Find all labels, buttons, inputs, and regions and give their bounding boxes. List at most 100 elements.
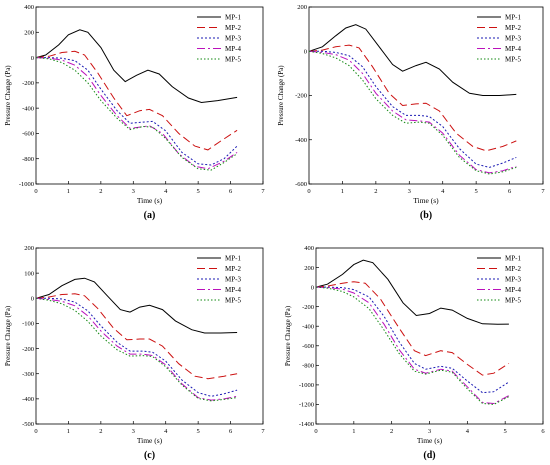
series-line-mp-2 bbox=[35, 293, 238, 380]
x-axis-label: Time (s) bbox=[137, 436, 163, 445]
x-tick-label: 0 bbox=[307, 188, 310, 195]
x-axis-label: Time (s) bbox=[417, 436, 443, 445]
y-axis-label: Pressure Change (Pa) bbox=[284, 305, 292, 366]
legend-label: MP-3 bbox=[505, 276, 521, 284]
legend-label: MP-5 bbox=[225, 297, 241, 305]
x-tick-label: 6 bbox=[229, 428, 233, 435]
legend-label: MP-5 bbox=[505, 297, 521, 305]
legend-label: MP-1 bbox=[225, 255, 241, 263]
y-tick-label: -200 bbox=[22, 80, 34, 87]
x-tick-label: 4 bbox=[164, 428, 168, 435]
y-tick-label: -200 bbox=[22, 346, 34, 353]
series-line-mp-3 bbox=[316, 286, 510, 394]
series-line-mp-2 bbox=[308, 44, 517, 152]
panel-label: (d) bbox=[423, 450, 435, 461]
x-tick-label: 0 bbox=[314, 428, 317, 435]
series-line-mp-1 bbox=[308, 24, 517, 96]
series-line-mp-2 bbox=[315, 281, 510, 376]
y-tick-label: 400 bbox=[304, 245, 314, 252]
x-tick-label: 3 bbox=[132, 428, 135, 435]
series-line-mp-5 bbox=[35, 297, 238, 402]
y-tick-label: -400 bbox=[302, 323, 314, 330]
y-tick-label: 0 bbox=[31, 295, 34, 302]
x-tick-label: 6 bbox=[229, 188, 233, 195]
x-tick-label: 6 bbox=[541, 428, 545, 435]
y-tick-label: -800 bbox=[22, 156, 34, 163]
y-tick-label: -100 bbox=[22, 321, 34, 328]
series-line-mp-3 bbox=[36, 57, 238, 166]
x-tick-label: 4 bbox=[441, 188, 445, 195]
legend: MP-1 MP-2 MP-3 MP-4 MP-5 bbox=[197, 255, 241, 305]
x-tick-label: 3 bbox=[132, 188, 135, 195]
legend-label: MP-3 bbox=[225, 276, 241, 284]
plot-frame bbox=[35, 6, 264, 185]
chart-panel-3: 0 1 2 3 4 5 6 -1400 -1200 -1000 -800 -600 -400 -200 0 2… bbox=[284, 245, 545, 461]
y-axis-label: Pressure Change (Pa) bbox=[4, 65, 12, 126]
series-line-mp-3 bbox=[36, 297, 238, 397]
legend-label: MP-3 bbox=[225, 35, 241, 43]
x-tick-label: 3 bbox=[428, 428, 431, 435]
series-line-mp-4 bbox=[35, 297, 238, 401]
plot-frame bbox=[35, 247, 264, 425]
y-tick-label: -600 bbox=[302, 343, 314, 350]
legend-label: MP-4 bbox=[505, 286, 521, 294]
x-tick-label: 7 bbox=[261, 188, 265, 195]
x-tick-label: 1 bbox=[341, 188, 344, 195]
chart-panel-2: 0 1 2 3 4 5 6 7 -500 -400 -300 -200 -100 0 100 200 Time … bbox=[4, 245, 265, 461]
series-line-mp-1 bbox=[315, 259, 509, 325]
x-tick-label: 4 bbox=[466, 428, 470, 435]
x-axis-label: Time (s) bbox=[137, 196, 163, 205]
x-axis-label: Time (s) bbox=[413, 196, 439, 205]
legend-label: MP-1 bbox=[505, 14, 521, 22]
plot-frame bbox=[315, 247, 544, 425]
y-tick-label: 0 bbox=[304, 48, 307, 55]
x-tick-label: 2 bbox=[99, 428, 102, 435]
x-tick-label: 4 bbox=[164, 188, 168, 195]
series-line-mp-5 bbox=[35, 57, 238, 171]
y-tick-label: 0 bbox=[31, 55, 34, 62]
series-line-mp-2 bbox=[35, 50, 238, 151]
y-tick-label: 200 bbox=[297, 4, 307, 11]
legend-label: MP-5 bbox=[225, 56, 241, 64]
y-tick-label: -600 bbox=[22, 131, 34, 138]
series-line-mp-3 bbox=[309, 50, 517, 168]
y-tick-label: 200 bbox=[24, 245, 34, 252]
x-tick-label: 0 bbox=[34, 428, 37, 435]
legend-label: MP-2 bbox=[225, 265, 241, 273]
legend-label: MP-4 bbox=[505, 45, 521, 53]
legend: MP-1 MP-2 MP-3 MP-4 MP-5 bbox=[477, 255, 521, 305]
y-tick-label: 200 bbox=[24, 29, 34, 36]
x-tick-label: 5 bbox=[475, 188, 478, 195]
y-axis-label: Pressure Change (Pa) bbox=[4, 305, 12, 366]
y-tick-label: -200 bbox=[295, 93, 307, 100]
y-tick-label: -400 bbox=[22, 396, 34, 403]
legend-label: MP-1 bbox=[505, 255, 521, 263]
chart-panel-0: 0 1 2 3 4 5 6 7 -1000 -800 -600 -400 -200 0 200 400 Time… bbox=[4, 4, 265, 221]
series-line-mp-4 bbox=[35, 57, 238, 170]
y-tick-label: -300 bbox=[22, 371, 34, 378]
y-tick-label: -200 bbox=[302, 304, 314, 311]
x-tick-label: 0 bbox=[34, 188, 37, 195]
series-line-mp-5 bbox=[315, 286, 510, 405]
series-line-mp-5 bbox=[308, 50, 517, 175]
x-tick-label: 1 bbox=[67, 188, 70, 195]
x-tick-label: 3 bbox=[408, 188, 411, 195]
chart-panel-1: 0 1 2 3 4 5 6 7 -600 -400 -200 0 200 Time (s) Pressure… bbox=[277, 4, 545, 221]
y-tick-label: 400 bbox=[24, 4, 34, 11]
x-tick-label: 2 bbox=[390, 428, 393, 435]
x-tick-label: 5 bbox=[197, 188, 200, 195]
x-tick-label: 7 bbox=[261, 428, 265, 435]
panel-label: (b) bbox=[420, 210, 432, 221]
legend-label: MP-2 bbox=[505, 265, 521, 273]
x-tick-label: 5 bbox=[504, 428, 507, 435]
legend-label: MP-4 bbox=[225, 45, 241, 53]
legend-label: MP-1 bbox=[225, 14, 241, 22]
y-tick-label: 0 bbox=[311, 284, 314, 291]
x-tick-label: 1 bbox=[352, 428, 355, 435]
legend: MP-1 MP-2 MP-3 MP-4 MP-5 bbox=[477, 14, 521, 64]
series-line-mp-4 bbox=[315, 286, 510, 405]
y-tick-label: 100 bbox=[24, 270, 34, 277]
y-tick-label: 200 bbox=[304, 265, 314, 272]
y-axis-label: Pressure Change (Pa) bbox=[277, 65, 285, 126]
